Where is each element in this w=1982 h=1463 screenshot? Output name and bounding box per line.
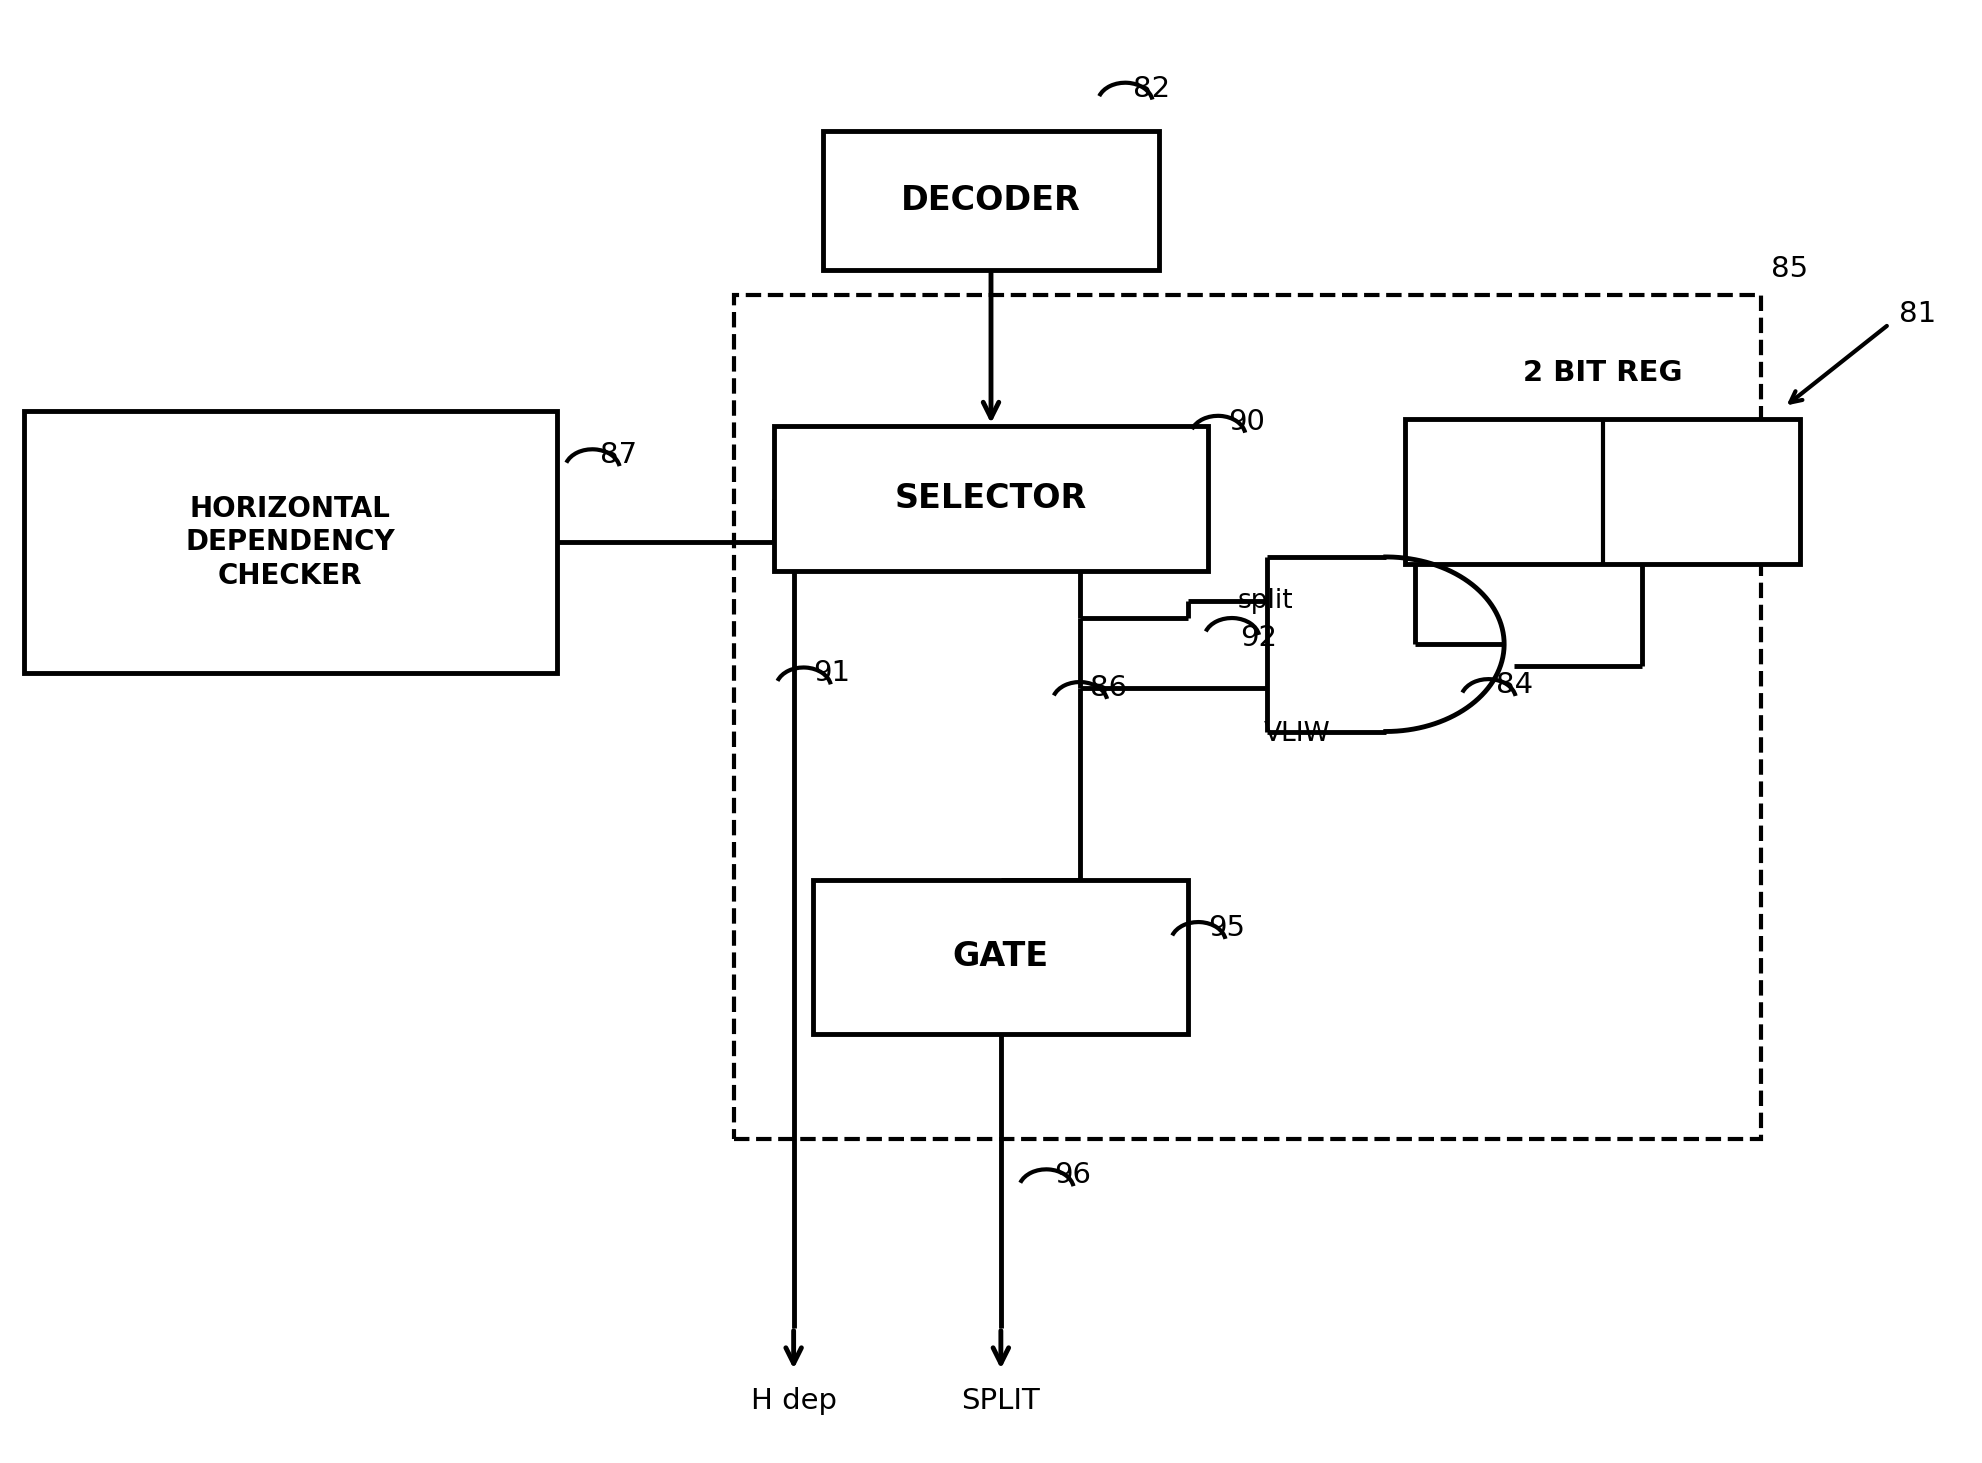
Text: 90: 90 <box>1227 408 1265 436</box>
Text: HORIZONTAL
DEPENDENCY
CHECKER: HORIZONTAL DEPENDENCY CHECKER <box>186 494 394 590</box>
Text: 87: 87 <box>601 442 638 470</box>
Text: 96: 96 <box>1054 1162 1092 1189</box>
Bar <box>813 879 1189 1034</box>
Text: VLIW: VLIW <box>1263 721 1330 748</box>
Text: H dep: H dep <box>751 1387 836 1415</box>
Text: 84: 84 <box>1496 672 1534 699</box>
Text: 86: 86 <box>1090 674 1128 702</box>
Bar <box>735 296 1760 1138</box>
Text: 91: 91 <box>813 660 850 688</box>
Text: DECODER: DECODER <box>902 184 1080 217</box>
Bar <box>24 411 557 673</box>
Bar <box>773 426 1209 572</box>
Text: 95: 95 <box>1209 914 1245 942</box>
Text: SELECTOR: SELECTOR <box>896 483 1086 515</box>
Text: split: split <box>1237 588 1294 613</box>
Bar <box>823 130 1159 271</box>
Text: 85: 85 <box>1770 255 1808 282</box>
Text: 81: 81 <box>1899 300 1936 328</box>
Text: 2 BIT REG: 2 BIT REG <box>1522 358 1683 386</box>
Text: 92: 92 <box>1239 625 1276 652</box>
Bar <box>1405 418 1800 565</box>
Text: 82: 82 <box>1134 75 1169 102</box>
Text: SPLIT: SPLIT <box>961 1387 1041 1415</box>
Text: GATE: GATE <box>953 941 1048 973</box>
